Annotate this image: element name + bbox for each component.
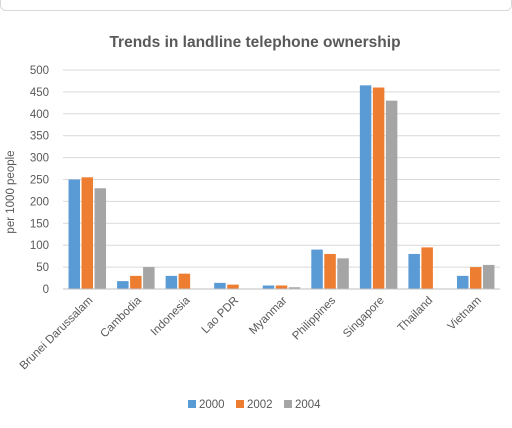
y-axis-ticks: 0 50 100 150 200 250 300 350 400 450 500 — [30, 65, 49, 296]
legend-label: 2000 — [199, 399, 225, 411]
legend-label: 2004 — [295, 399, 321, 411]
bar-2000 — [165, 275, 178, 289]
x-category-label: Philippines — [290, 294, 338, 342]
bar-2002 — [372, 87, 385, 290]
bar-2004 — [143, 267, 155, 289]
x-category-label: Thailand — [396, 295, 436, 335]
y-axis-label: per 1000 people — [5, 150, 17, 233]
bar-2000 — [117, 281, 129, 289]
bar-2002 — [81, 177, 94, 289]
bar-2002 — [469, 267, 482, 289]
legend-swatch-2000 — [188, 400, 196, 408]
bar-2004 — [385, 100, 398, 289]
legend-label: 2002 — [247, 399, 273, 411]
x-category-label: Brunei Darussalam — [18, 295, 96, 373]
x-category-label: Myanmar — [247, 295, 289, 337]
x-axis-labels: Brunei Darussalam Cambodia Indonesia Lao PD… — [18, 294, 484, 372]
bar-2002 — [421, 247, 433, 289]
y-tick-label: 100 — [30, 240, 49, 252]
legend-swatch-2004 — [284, 400, 292, 408]
y-tick-label: 0 — [43, 284, 49, 296]
y-tick-label: 450 — [30, 87, 49, 99]
bar-2002 — [324, 253, 336, 289]
x-category-label: Cambodia — [98, 294, 144, 340]
legend-swatch-2002 — [236, 400, 244, 408]
x-category-label: Singapore — [341, 295, 387, 341]
gridlines — [63, 69, 500, 268]
bar-2000 — [456, 275, 469, 289]
legend: 2000 2002 2004 — [188, 399, 321, 411]
bar-2002 — [130, 275, 142, 289]
bar-2000 — [262, 285, 275, 289]
x-category-label: Vietnam — [446, 295, 484, 333]
y-tick-label: 200 — [30, 196, 49, 208]
y-tick-label: 150 — [30, 218, 49, 230]
chart-title: Trends in landline telephone ownership — [109, 34, 400, 51]
y-tick-label: 500 — [30, 65, 49, 77]
bar-2000 — [408, 253, 420, 289]
bar-2002 — [275, 285, 288, 289]
bar-2004 — [482, 264, 495, 289]
y-tick-label: 300 — [30, 153, 49, 165]
bars — [68, 85, 495, 290]
bar-2002 — [227, 284, 239, 289]
bar-2000 — [311, 249, 323, 289]
y-tick-label: 400 — [30, 109, 49, 121]
y-tick-label: 350 — [30, 131, 49, 143]
bar-2000 — [359, 85, 372, 289]
bar-2004 — [288, 287, 301, 289]
bar-2002 — [178, 273, 191, 289]
bar-2004 — [337, 258, 349, 289]
bar-2000 — [214, 282, 226, 289]
bar-2004 — [94, 188, 107, 289]
bar-2000 — [68, 179, 81, 289]
y-tick-label: 50 — [36, 262, 49, 274]
x-category-label: Lao PDR — [200, 295, 241, 336]
x-category-label: Indonesia — [149, 294, 193, 338]
y-tick-label: 250 — [30, 175, 49, 187]
